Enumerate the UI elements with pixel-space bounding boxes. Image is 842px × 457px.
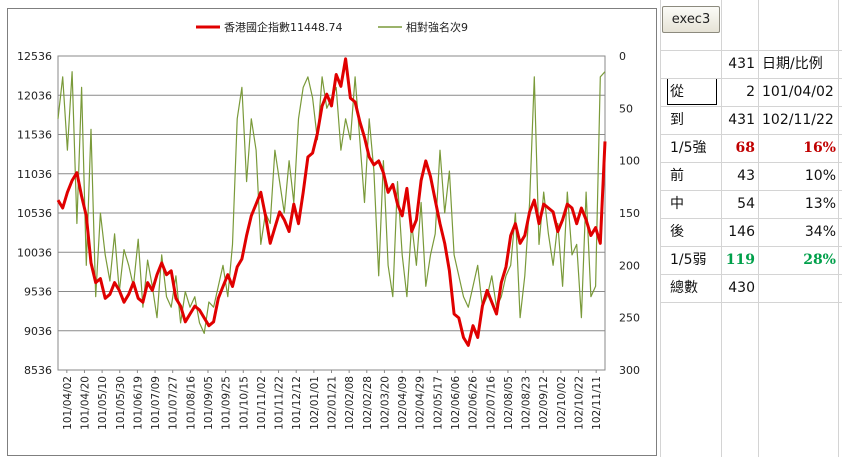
x-tick-label: 102/05/17 <box>432 376 444 430</box>
x-tick-label: 101/06/19 <box>132 376 144 430</box>
x-tick-label: 102/10/02 <box>556 376 568 430</box>
x-tick-label: 102/03/20 <box>379 376 391 430</box>
x-tick-label: 101/05/30 <box>115 376 127 430</box>
y-left-tick-label: 12536 <box>17 50 52 63</box>
x-tick-label: 102/06/26 <box>468 376 480 430</box>
x-tick-label: 101/11/02 <box>256 376 268 430</box>
x-tick-label: 102/04/29 <box>415 376 427 430</box>
x-tick-label: 101/05/10 <box>97 376 109 430</box>
row-gridline <box>660 50 842 51</box>
x-tick-label: 101/07/27 <box>168 376 180 430</box>
series-line-1 <box>56 57 607 347</box>
chart-area[interactable]: 12536 12036 11536 11036 10536 10036 9536 9036 85… <box>7 8 657 456</box>
y-left-tick-label: 9036 <box>24 325 52 338</box>
row-value-cell[interactable]: 28% <box>803 252 836 268</box>
row-count-cell[interactable]: 54 <box>737 196 755 212</box>
x-tick-label: 102/02/08 <box>344 376 356 430</box>
row-gridline <box>660 134 842 135</box>
row-count-cell[interactable]: 146 <box>728 224 755 240</box>
y-right-tick-label: 150 <box>619 207 640 220</box>
row-gridline <box>660 106 842 107</box>
row-value-cell[interactable]: 16% <box>803 140 836 156</box>
x-tick-label: 102/01/01 <box>309 376 321 430</box>
row-gridline <box>660 78 842 79</box>
row-label-cell[interactable]: 總數 <box>670 280 698 296</box>
row-value-cell[interactable]: 102/11/22 <box>762 112 834 128</box>
y-left-tick-label: 11536 <box>17 129 52 142</box>
row-label-cell[interactable]: 中 <box>670 196 684 212</box>
y-left-tick-label: 10036 <box>17 246 52 259</box>
y-right-tick-label: 250 <box>619 312 640 325</box>
x-tick-label: 102/01/21 <box>327 376 339 430</box>
row-value-cell[interactable]: 34% <box>804 224 836 240</box>
row-label-cell[interactable]: 前 <box>670 168 684 184</box>
row-value-cell[interactable]: 101/04/02 <box>762 84 834 100</box>
column-gridline <box>721 0 722 457</box>
x-tick-label: 101/09/05 <box>203 376 215 430</box>
x-tick-label: 102/04/09 <box>397 376 409 430</box>
row-count-cell[interactable]: 430 <box>728 280 755 296</box>
x-tick-label: 101/04/02 <box>62 376 74 430</box>
row-label-cell[interactable]: 1/5弱 <box>670 252 707 268</box>
x-tick-label: 102/08/05 <box>503 376 515 430</box>
row-label-cell[interactable]: 1/5強 <box>670 140 707 156</box>
row-count-cell[interactable]: 119 <box>725 252 755 268</box>
row-gridline <box>660 302 842 303</box>
x-tick-label: 102/11/11 <box>591 376 603 430</box>
total-count-cell[interactable]: 431 <box>728 56 755 72</box>
x-tick-label: 101/09/25 <box>221 376 233 430</box>
x-tick-label: 102/10/22 <box>574 376 586 430</box>
header-label-cell[interactable]: 日期/比例 <box>762 56 823 72</box>
column-gridline <box>838 0 839 457</box>
legend-label-2: 相對強名次9 <box>406 20 468 34</box>
row-label-cell[interactable]: 到 <box>670 112 684 128</box>
x-tick-label: 101/10/15 <box>238 376 250 430</box>
row-count-cell[interactable]: 68 <box>735 140 755 156</box>
row-gridline <box>660 274 842 275</box>
x-tick-label: 101/12/12 <box>291 376 303 430</box>
row-gridline <box>660 162 842 163</box>
x-tick-label: 102/09/12 <box>538 376 550 430</box>
y-left-tick-label: 9536 <box>24 286 52 299</box>
row-label-cell[interactable]: 從 <box>670 84 684 100</box>
series-line-2 <box>57 71 606 334</box>
y-right-tick-label: 300 <box>619 364 640 377</box>
y-right-tick-label: 0 <box>619 50 626 63</box>
x-tick-label: 102/07/16 <box>485 376 497 430</box>
x-tick-label: 102/08/23 <box>521 376 533 430</box>
row-label-cell[interactable]: 後 <box>670 224 684 240</box>
chart-legend: 香港國企指數11448.74 相對強名次9 <box>196 20 468 34</box>
row-count-cell[interactable]: 431 <box>728 112 755 128</box>
x-tick-label: 101/07/09 <box>150 376 162 430</box>
x-tick-label: 102/06/06 <box>450 376 462 430</box>
x-tick-label: 102/02/28 <box>362 376 374 430</box>
y-right-tick-label: 50 <box>619 102 633 115</box>
x-tick-label: 101/08/16 <box>185 376 197 430</box>
row-value-cell[interactable] <box>762 276 836 300</box>
exec3-button[interactable]: exec3 <box>662 6 720 33</box>
y-left-tick-label: 12036 <box>17 89 52 102</box>
legend-label-1: 香港國企指數11448.74 <box>224 20 343 34</box>
row-gridline <box>660 218 842 219</box>
row-gridline <box>660 190 842 191</box>
line-chart: 12536 12036 11536 11036 10536 10036 9536 9036 85… <box>17 20 640 430</box>
row-count-cell[interactable]: 43 <box>737 168 755 184</box>
row-value-cell[interactable]: 10% <box>804 168 836 184</box>
column-gridline <box>660 0 661 457</box>
x-tick-label: 101/04/20 <box>79 376 91 430</box>
row-value-cell[interactable]: 13% <box>804 196 836 212</box>
row-count-cell[interactable]: 2 <box>746 84 755 100</box>
y-right-tick-label: 200 <box>619 259 640 272</box>
y-right-tick-label: 100 <box>619 155 640 168</box>
column-gridline <box>758 0 759 457</box>
y-left-tick-label: 10536 <box>17 207 52 220</box>
row-gridline <box>660 246 842 247</box>
x-tick-label: 101/11/22 <box>274 376 286 430</box>
y-left-tick-label: 11036 <box>17 168 52 181</box>
y-left-tick-label: 8536 <box>24 364 52 377</box>
